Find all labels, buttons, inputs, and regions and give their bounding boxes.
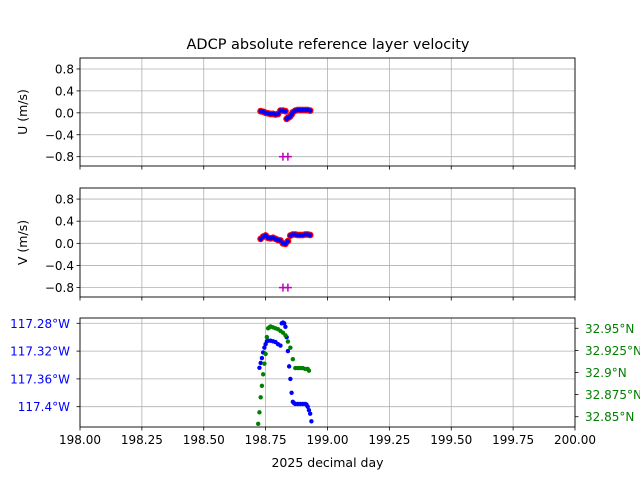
x-tick-label: 198.50	[183, 433, 225, 447]
x-tick-label: 198.00	[59, 433, 101, 447]
data-point	[288, 345, 293, 350]
axes-frame	[79, 317, 576, 428]
x-tick-label: 198.75	[245, 433, 287, 447]
data-point	[262, 345, 267, 350]
longitude-tick-label: 117.36°W	[10, 372, 70, 386]
x-axis-label: 2025 decimal day	[271, 455, 384, 470]
axes-frame	[79, 57, 576, 167]
latitude-tick-label: 32.9°N	[585, 366, 627, 380]
x-tick-label: 199.25	[368, 433, 410, 447]
data-point	[305, 404, 310, 409]
latitude-tick-label: 32.85°N	[585, 410, 634, 424]
data-point	[306, 368, 312, 373]
v-velocity-panel: 0.8 0.4 0.0 −0.4 −0.8 V (m/s)	[15, 187, 576, 301]
y-tick-label: −0.8	[45, 281, 74, 295]
data-point	[283, 333, 288, 338]
data-point	[281, 321, 287, 326]
x-tick-label: 199.50	[430, 433, 472, 447]
y-tick-label: 0.4	[55, 215, 74, 229]
longitude-tick-label: 117.4°W	[18, 400, 70, 414]
u-velocity-panel: 0.8 0.4 0.0 −0.4 −0.8 U (m/s)	[15, 57, 576, 170]
data-point	[260, 372, 266, 377]
latitude-tick-label: 32.925°N	[585, 344, 640, 358]
data-point	[306, 407, 312, 413]
data-point	[263, 351, 268, 357]
data-point	[307, 411, 313, 416]
data-point	[289, 390, 294, 395]
data-point	[275, 111, 281, 117]
x-tick-label: 198.25	[121, 433, 163, 447]
axes-frame	[79, 187, 576, 298]
y-tick-label: 0.8	[55, 62, 74, 76]
data-point	[259, 355, 265, 361]
y-tick-label: 0.0	[55, 237, 74, 251]
data-point	[256, 421, 261, 427]
longitude-tick-label: 117.32°W	[10, 345, 70, 359]
data-point	[285, 348, 291, 354]
data-point	[307, 108, 313, 113]
data-point	[285, 238, 291, 244]
data-point	[257, 410, 262, 415]
y-tick-label: −0.4	[45, 259, 74, 273]
y-tick-label: 0.0	[55, 106, 74, 120]
data-point	[285, 339, 291, 344]
longitude-tick-label: 117.28°W	[10, 317, 70, 331]
data-point	[309, 419, 314, 424]
data-point	[262, 361, 267, 366]
y-tick-label: −0.8	[45, 150, 74, 164]
x-tick-label: 199.75	[492, 433, 534, 447]
chart-title: ADCP absolute reference layer velocity	[186, 37, 469, 53]
data-point	[258, 395, 263, 400]
data-point	[264, 334, 270, 340]
data-point	[283, 108, 288, 114]
data-point	[307, 232, 313, 238]
data-point	[258, 360, 263, 366]
y-tick-label: 0.8	[55, 193, 74, 207]
data-point	[278, 343, 283, 348]
y-tick-label: 0.4	[55, 84, 74, 98]
y-axis-label: U (m/s)	[15, 89, 30, 135]
y-axis-label: V (m/s)	[15, 220, 30, 265]
data-point	[283, 324, 288, 329]
latitude-tick-label: 32.95°N	[585, 322, 634, 336]
position-panel: 198.00 198.25 198.50 198.75 199.00 199.25 199.…	[10, 317, 640, 470]
data-point	[257, 365, 262, 370]
data-point	[290, 357, 296, 362]
x-tick-label: 199.00	[307, 433, 349, 447]
y-tick-label: −0.4	[45, 128, 74, 142]
x-tick-label: 200.00	[554, 433, 596, 447]
data-point	[259, 383, 265, 388]
data-point	[286, 364, 292, 369]
data-point	[288, 376, 293, 382]
latitude-tick-label: 32.875°N	[585, 388, 640, 402]
